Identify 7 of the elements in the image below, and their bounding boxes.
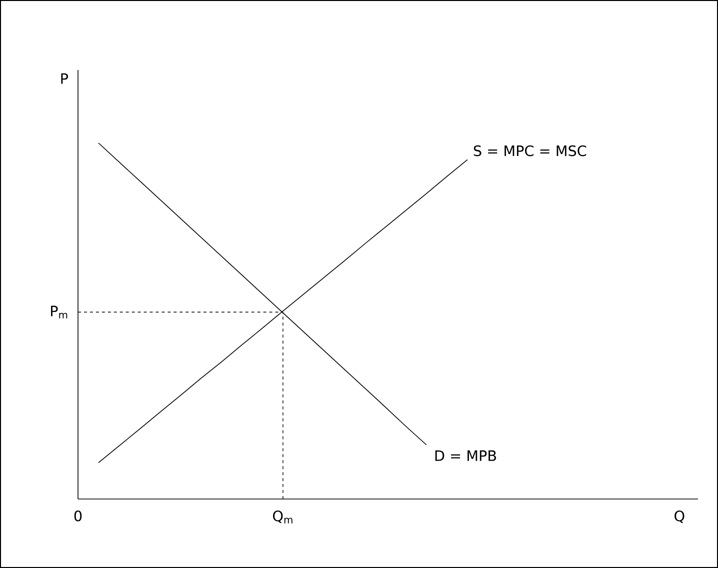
series-label: D = MPB [435,450,496,461]
x-axis-title: Q [674,510,684,524]
ref-line-label: P$_{m}$ [51,306,68,318]
y-axis-title: P [61,73,68,84]
x-tick-label: 0 [74,510,82,522]
x-tick-label: Q$_{m}$ [273,510,292,524]
series-label: S = MPC = MSC [474,145,586,156]
